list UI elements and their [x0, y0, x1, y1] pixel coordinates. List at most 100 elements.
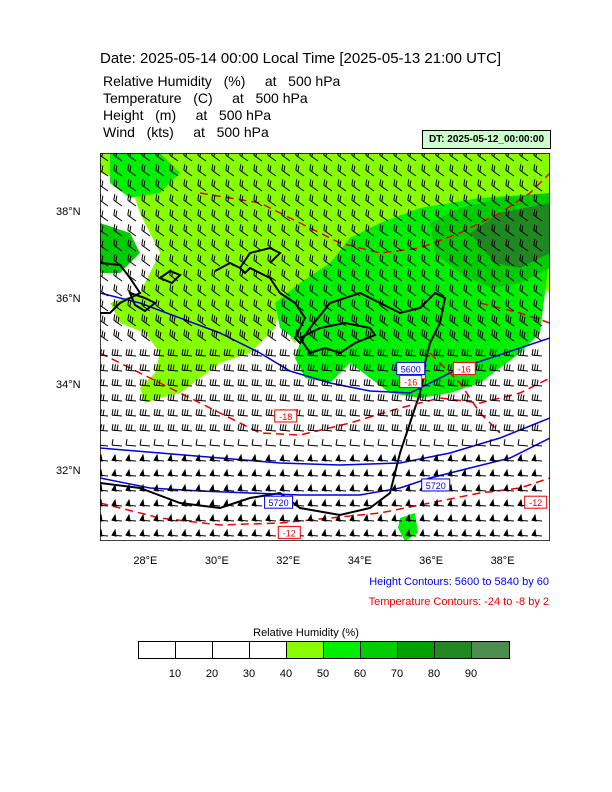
- wind-barb: [477, 224, 487, 237]
- wind-barb: [533, 224, 543, 237]
- colorbar-label: 10: [168, 668, 182, 680]
- wind-barb: [321, 364, 333, 372]
- wind-barb: [293, 379, 305, 387]
- wind-barb: [519, 299, 529, 312]
- wind-barb: [323, 179, 333, 192]
- wind-barb: [195, 498, 207, 507]
- wind-barb: [281, 164, 291, 177]
- wind-barb: [503, 468, 515, 477]
- wind-barb: [139, 513, 151, 522]
- wind-barb: [225, 284, 235, 297]
- wind-barb: [281, 209, 291, 222]
- wind-barb: [335, 468, 347, 477]
- wind-barb: [517, 364, 529, 372]
- wind-barb: [155, 224, 165, 237]
- colorbar-label: 30: [242, 668, 256, 680]
- wind-barb: [281, 269, 291, 282]
- colorbar-cell: [139, 642, 176, 658]
- wind-barb: [139, 483, 151, 492]
- wind-barb: [393, 239, 403, 252]
- wind-barb: [419, 394, 431, 402]
- wind-barb: [253, 329, 263, 342]
- svg-text:-12: -12: [283, 528, 296, 538]
- wind-barb: [169, 224, 179, 237]
- wind-barb: [349, 439, 361, 447]
- wind-barb: [169, 284, 179, 297]
- wind-barb: [237, 379, 249, 387]
- wind-barb: [365, 254, 375, 267]
- wind-barb: [265, 468, 277, 477]
- wind-barb: [379, 164, 389, 177]
- wind-barb: [169, 269, 179, 282]
- wind-barb: [377, 409, 389, 417]
- wind-barb: [225, 299, 235, 312]
- wind-barb: [447, 468, 459, 477]
- wind-barb: [519, 194, 529, 207]
- wind-barb: [251, 528, 263, 537]
- wind-barb: [463, 299, 473, 312]
- wind-barb: [405, 513, 417, 522]
- wind-barb: [281, 329, 291, 342]
- wind-barb: [183, 179, 193, 192]
- colorbar-cell: [472, 642, 509, 658]
- wind-barb: [323, 164, 333, 177]
- x-tick-label: 36°E: [419, 555, 444, 567]
- contour-label: 5720: [421, 478, 451, 492]
- wind-barb: [153, 394, 165, 402]
- wind-barb: [377, 439, 389, 447]
- wind-barb: [265, 409, 277, 417]
- wind-barb: [141, 194, 151, 207]
- wind-barb: [505, 164, 515, 177]
- wind-barb: [491, 224, 501, 237]
- wind-barb: [139, 439, 151, 447]
- wind-barb: [169, 299, 179, 312]
- wind-barb: [153, 513, 165, 522]
- wind-barb: [125, 513, 137, 522]
- wind-barb: [267, 299, 277, 312]
- wind-barb: [503, 409, 515, 417]
- wind-barb: [379, 269, 389, 282]
- wind-barb: [155, 329, 165, 342]
- wind-barb: [253, 314, 263, 327]
- wind-barb: [155, 179, 165, 192]
- wind-barb: [195, 528, 207, 537]
- wind-barb: [337, 284, 347, 297]
- wind-barb: [111, 349, 123, 357]
- wind-barb: [197, 254, 207, 267]
- wind-barb: [517, 424, 529, 432]
- wind-barb: [251, 349, 263, 357]
- wind-barb: [377, 394, 389, 402]
- wind-barb: [491, 314, 501, 327]
- wind-barb: [321, 453, 333, 462]
- wind-barb: [307, 453, 319, 462]
- wind-barb: [265, 513, 277, 522]
- wind-barb: [153, 483, 165, 492]
- wind-barb: [139, 498, 151, 507]
- colorbar-cell: [435, 642, 472, 658]
- wind-barb: [517, 483, 529, 492]
- y-tick-label: 34°N: [56, 378, 81, 391]
- wind-barb: [237, 394, 249, 402]
- wind-barb: [225, 254, 235, 267]
- wind-barb: [363, 424, 375, 432]
- wind-barb: [293, 468, 305, 477]
- wind-barb: [111, 483, 123, 492]
- wind-barb: [475, 409, 487, 417]
- wind-barb: [239, 209, 249, 222]
- wind-barb: [433, 424, 445, 432]
- wind-barb: [379, 299, 389, 312]
- wind-barb: [407, 164, 417, 177]
- wind-barb: [435, 179, 445, 192]
- wind-barb: [295, 299, 305, 312]
- wind-barb: [447, 394, 459, 402]
- wind-barb: [139, 364, 151, 372]
- wind-barb: [533, 179, 543, 192]
- wind-barb: [223, 498, 235, 507]
- wind-barb: [489, 468, 501, 477]
- wind-barb: [391, 394, 403, 402]
- wind-barb: [225, 224, 235, 237]
- wind-barb: [477, 329, 487, 342]
- wind-barb: [335, 424, 347, 432]
- wind-barb: [155, 314, 165, 327]
- wind-barb: [239, 254, 249, 267]
